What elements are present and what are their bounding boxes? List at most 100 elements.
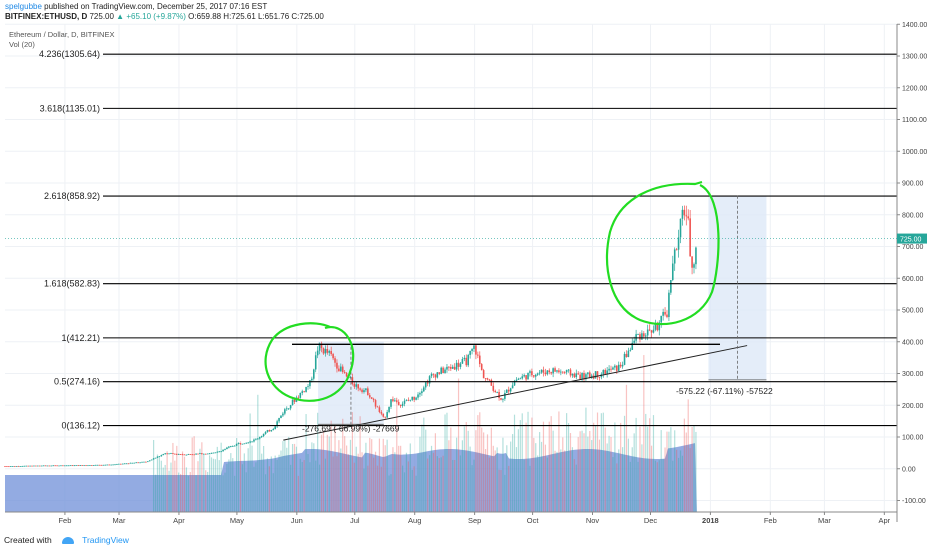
volume-bar (237, 442, 240, 512)
candle-body (25, 465, 28, 467)
volume-bar (353, 462, 355, 512)
volume-bar (444, 414, 446, 512)
candle-body (411, 396, 414, 400)
volume-bar (600, 413, 602, 512)
candle-body (372, 398, 375, 401)
tradingview-brand[interactable]: TradingView (82, 535, 129, 545)
candle-body (131, 462, 134, 464)
candle-body (309, 380, 311, 387)
volume-bar (400, 445, 402, 512)
volume-bar (527, 411, 529, 512)
candle-body (450, 366, 452, 369)
candle-body (585, 374, 587, 380)
candle-body (199, 453, 201, 454)
footer: Created with TradingView (4, 535, 129, 545)
candle-body (185, 454, 188, 456)
volume-bar (531, 417, 533, 512)
candle-body (502, 398, 504, 400)
fib-level-label: 4.236(1305.64) (39, 49, 100, 59)
candle-body (641, 333, 643, 340)
candle-body (380, 412, 383, 414)
candle-body (29, 465, 31, 467)
volume-bar (519, 420, 521, 512)
volume-bar (620, 422, 622, 512)
candle-body (687, 216, 690, 219)
volume-bar (363, 468, 365, 512)
candle-body (6, 466, 8, 468)
candle-body (116, 464, 118, 465)
price-chart[interactable]: 4.236(1305.64) 3.618(1135.01) 2.618(858.92… (0, 22, 932, 534)
candle-body (42, 465, 45, 467)
volume-bar (662, 459, 664, 512)
volume-bar (226, 463, 228, 512)
candle-body (241, 443, 244, 445)
volume-bar (413, 466, 415, 512)
volume-bar (153, 439, 155, 512)
candle-body (627, 350, 630, 357)
candle-body (606, 370, 608, 375)
volume-bar (346, 445, 348, 512)
volume-bar (234, 475, 236, 512)
candle-body (388, 406, 390, 413)
candle-body (561, 371, 564, 373)
candle-body (658, 322, 661, 331)
volume-bar (594, 425, 597, 512)
candle-body (397, 401, 400, 405)
candle-body (403, 400, 406, 404)
volume-bar (429, 455, 431, 512)
candle-body (220, 451, 222, 453)
volume-bar (504, 474, 506, 512)
candle-body (675, 249, 678, 251)
candle-body (272, 429, 275, 431)
candle-body (50, 465, 53, 467)
volume-bar (320, 434, 323, 512)
volume-bar (467, 430, 469, 512)
candle-body (91, 465, 93, 466)
candle-body (98, 464, 101, 466)
volume-bar (299, 458, 301, 512)
candle-body (345, 372, 348, 377)
candle-body (33, 465, 35, 467)
candle-body (349, 377, 352, 379)
volume-bar (282, 441, 284, 512)
symbol-label: BITFINEX:ETHUSD, D (5, 12, 88, 21)
volume-bar (463, 426, 465, 512)
candle-body (616, 365, 618, 371)
candle-body (152, 458, 155, 460)
candle-body (531, 371, 533, 376)
volume-bar (556, 451, 558, 512)
candle-body (673, 249, 676, 264)
candle-body (598, 377, 601, 378)
candle-body (326, 348, 329, 353)
time-tick-label: Mar (818, 516, 831, 525)
volume-bar (693, 425, 695, 512)
volume-bar (193, 436, 195, 512)
candle-body (679, 218, 682, 238)
candle-body (685, 215, 688, 217)
volume-bar (205, 470, 207, 512)
candle-body (438, 372, 441, 374)
price-tick-label: 1200.00 (902, 85, 927, 92)
candle-body (48, 465, 51, 467)
candle-body (27, 465, 29, 467)
candle-body (212, 452, 215, 454)
volume-bar (232, 458, 234, 512)
candle-body (81, 465, 83, 466)
candle-body (515, 379, 518, 381)
volume-bar (278, 454, 280, 512)
volume-bar (481, 427, 483, 512)
candle-body (446, 366, 448, 370)
volume-bar (382, 438, 384, 512)
candle-body (110, 464, 112, 466)
created-with-label: Created with (4, 535, 52, 545)
publish-info: published on TradingView.com, December 2… (44, 2, 268, 11)
candle-body (654, 324, 657, 330)
candle-body (226, 447, 228, 450)
volume-bar (593, 422, 595, 512)
candle-body (587, 372, 589, 375)
volume-bar (550, 416, 552, 512)
candle-body (529, 371, 531, 373)
author-link[interactable]: spelgubbe (5, 2, 42, 11)
volume-bar (448, 440, 450, 512)
volume-bar (386, 439, 388, 512)
